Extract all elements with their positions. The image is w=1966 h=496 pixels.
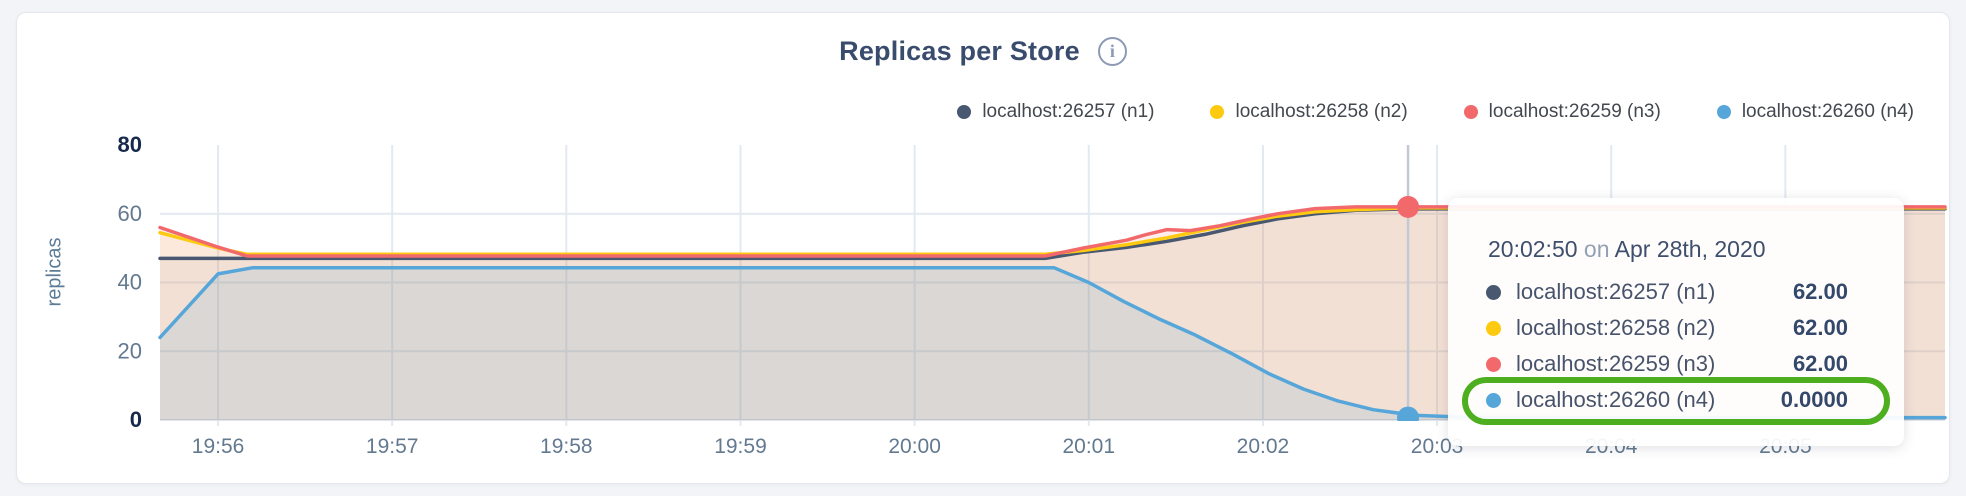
- legend-dot-icon: [1716, 105, 1731, 119]
- legend-item-n1: localhost:26257 (n1): [957, 101, 1154, 123]
- y-tick-label: 0: [130, 407, 142, 432]
- legend-item-label: localhost:26259 (n3): [1488, 101, 1661, 122]
- hover-dot: [1397, 406, 1420, 421]
- tooltip-row: localhost:26260 (n4) 0.0000: [1448, 382, 1904, 418]
- chart-legend: localhost:26257 (n1) localhost:26258 (n2)…: [957, 101, 1914, 123]
- tooltip-series-label: localhost:26259 (n3): [1516, 351, 1716, 376]
- tooltip-series-label: localhost:26258 (n2): [1516, 315, 1716, 340]
- chart-header: Replicas per Store i: [16, 36, 1950, 67]
- tooltip-timestamp: 20:02:50 on Apr 28th, 2020: [1488, 236, 1766, 263]
- x-tick-label: 19:58: [540, 435, 593, 458]
- legend-item-label: localhost:26257 (n1): [982, 101, 1155, 122]
- x-tick-label: 19:59: [714, 435, 767, 458]
- x-tick-label: 19:57: [366, 435, 419, 458]
- tooltip-on-word: on: [1583, 236, 1610, 262]
- legend-item-label: localhost:26260 (n4): [1741, 101, 1914, 122]
- x-tick-label: 19:56: [192, 435, 245, 458]
- y-tick-label: 20: [118, 338, 142, 363]
- y-tick-label: 80: [118, 132, 142, 157]
- tooltip-series-label: localhost:26260 (n4): [1516, 387, 1716, 412]
- tooltip-rows: localhost:26257 (n1) 62.00 localhost:26258…: [1448, 274, 1904, 418]
- legend-dot-icon: [1210, 105, 1225, 119]
- legend-item-n3: localhost:26259 (n3): [1463, 101, 1661, 123]
- page-title: Replicas per Store: [839, 36, 1080, 66]
- tooltip-time: 20:02:50: [1488, 236, 1578, 262]
- series-dot-icon: [1486, 392, 1501, 408]
- hover-tooltip: 20:02:50 on Apr 28th, 2020 localhost:262…: [1448, 198, 1904, 446]
- series-area-n4: [160, 267, 1945, 420]
- info-icon[interactable]: i: [1097, 37, 1127, 66]
- tooltip-row: localhost:26257 (n1) 62.00: [1448, 274, 1904, 310]
- tooltip-series-label: localhost:26257 (n1): [1516, 279, 1716, 304]
- series-dot-icon: [1486, 356, 1501, 372]
- series-dot-icon: [1486, 320, 1501, 336]
- y-axis-title: replicas: [43, 237, 66, 307]
- y-tick-label: 60: [118, 201, 142, 226]
- hover-dot: [1397, 195, 1420, 218]
- x-tick-label: 20:00: [888, 435, 941, 458]
- series-dot-icon: [1486, 284, 1501, 300]
- legend-item-n4: localhost:26260 (n4): [1716, 101, 1914, 123]
- tooltip-series-value: 62.00: [1792, 315, 1848, 340]
- x-tick-label: 20:01: [1062, 435, 1115, 458]
- tooltip-date: Apr 28th, 2020: [1614, 236, 1766, 262]
- series-line-n4: [158, 265, 1947, 420]
- y-tick-label: 40: [118, 270, 142, 295]
- series-line-n3: [158, 205, 1947, 258]
- tooltip-series-value: 0.0000: [1780, 387, 1848, 412]
- tooltip-row: localhost:26258 (n2) 62.00: [1448, 310, 1904, 346]
- tooltip-row: localhost:26259 (n3) 62.00: [1448, 346, 1904, 382]
- legend-item-label: localhost:26258 (n2): [1235, 101, 1408, 122]
- legend-item-n2: localhost:26258 (n2): [1210, 101, 1408, 123]
- tooltip-series-value: 62.00: [1792, 279, 1848, 304]
- x-tick-label: 20:02: [1237, 435, 1290, 458]
- legend-dot-icon: [957, 105, 972, 119]
- legend-dot-icon: [1463, 105, 1478, 119]
- tooltip-series-value: 62.00: [1792, 351, 1848, 376]
